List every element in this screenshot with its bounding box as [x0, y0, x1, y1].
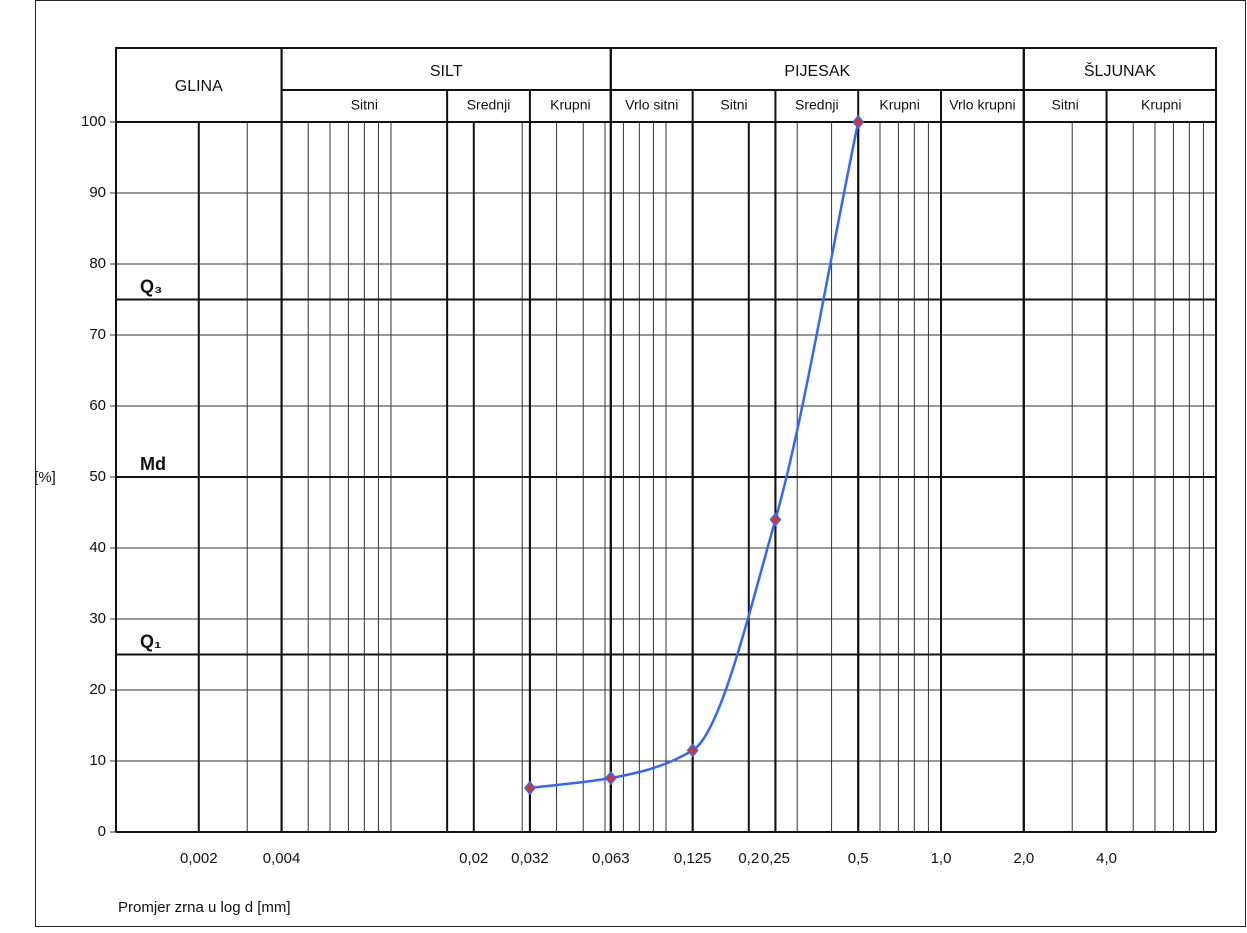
subclass-label: Vrlo krupni [949, 97, 1015, 113]
reference-label: Md [140, 454, 166, 474]
y-axis-label: [%] [34, 469, 56, 486]
x-tick-label: 0,5 [848, 850, 869, 867]
subclass-label: Srednji [795, 97, 839, 113]
y-tick-label: 20 [89, 681, 106, 698]
x-tick-label: 0,02 [459, 850, 488, 867]
y-tick-label: 90 [89, 184, 106, 201]
data-point [852, 114, 865, 130]
y-tick-label: 40 [89, 539, 106, 556]
data-point [604, 770, 617, 786]
reference-label: Q₁ [140, 631, 161, 651]
y-tick-label: 30 [89, 610, 106, 627]
x-tick-label: 1,0 [931, 850, 952, 867]
class-label: GLINA [175, 78, 223, 95]
subclass-label: Vrlo sitni [625, 97, 678, 113]
x-tick-label: 0,063 [592, 850, 630, 867]
x-tick-label: 0,002 [180, 850, 218, 867]
y-tick-label: 0 [98, 823, 106, 840]
class-label: PIJESAK [784, 63, 850, 80]
x-tick-label: 2,0 [1013, 850, 1034, 867]
frame [35, 0, 1246, 927]
y-tick-label: 100 [81, 113, 106, 130]
data-point [686, 743, 699, 758]
subclass-label: Krupni [879, 97, 919, 113]
y-tick-label: 10 [89, 752, 106, 769]
x-tick-label: 0,032 [511, 850, 549, 867]
y-tick-label: 50 [89, 468, 106, 485]
y-tick-label: 80 [89, 255, 106, 272]
class-label: SILT [430, 63, 463, 80]
series-line [529, 121, 860, 790]
data-point [769, 512, 782, 527]
subclass-label: Sitni [720, 97, 747, 113]
y-tick-label: 60 [89, 397, 106, 414]
x-tick-label: 0,2 [738, 850, 759, 867]
x-tick-label: 0,125 [674, 850, 712, 867]
subclass-label: Sitni [1052, 97, 1079, 113]
x-axis-label: Promjer zrna u log d [mm] [118, 899, 291, 916]
subclass-label: Srednji [467, 97, 511, 113]
x-tick-label: 0,004 [263, 850, 301, 867]
subclass-label: Krupni [550, 97, 590, 113]
x-tick-label: 4,0 [1096, 850, 1117, 867]
x-tick-label: 0,25 [761, 850, 790, 867]
y-tick-label: 70 [89, 326, 106, 343]
reference-label: Q₃ [140, 276, 162, 296]
class-label: ŠLJUNAK [1084, 61, 1156, 80]
subclass-label: Sitni [351, 97, 378, 113]
data-point [523, 780, 536, 796]
subclass-label: Krupni [1141, 97, 1181, 113]
